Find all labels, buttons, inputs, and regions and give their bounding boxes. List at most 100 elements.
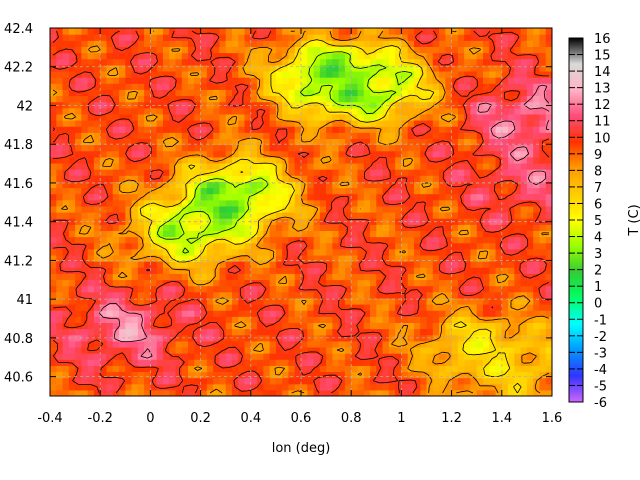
heat-cell xyxy=(439,89,446,97)
heat-cell xyxy=(376,144,384,152)
heat-cell xyxy=(150,297,158,305)
heat-cell xyxy=(206,169,214,176)
heat-cell xyxy=(75,132,82,139)
heat-cell xyxy=(382,212,390,219)
heat-cell xyxy=(150,346,158,354)
heat-cell xyxy=(244,328,252,336)
heat-cell xyxy=(545,138,552,146)
heat-cell xyxy=(106,254,114,262)
heat-cell xyxy=(363,267,371,274)
heat-cell xyxy=(238,89,246,97)
heat-cell xyxy=(213,187,221,195)
heat-cell xyxy=(489,322,497,330)
heat-cell xyxy=(526,254,534,262)
heat-cell xyxy=(539,199,547,207)
heat-cell xyxy=(263,353,271,360)
heat-cell xyxy=(244,40,252,47)
heat-cell xyxy=(263,64,271,72)
heat-cell xyxy=(401,138,409,146)
heat-cell xyxy=(75,297,82,305)
heat-cell xyxy=(451,328,459,336)
heat-cell xyxy=(219,230,227,238)
heat-cell xyxy=(545,365,552,373)
heat-cell xyxy=(162,261,170,268)
heat-cell xyxy=(106,120,114,127)
heat-cell xyxy=(457,101,465,109)
heat-cell xyxy=(363,40,371,47)
heat-cell xyxy=(175,389,183,396)
heat-cell xyxy=(533,156,541,164)
heat-cell xyxy=(81,371,89,379)
heat-cell xyxy=(175,89,183,97)
heat-cell xyxy=(451,95,459,103)
heat-cell xyxy=(476,107,484,115)
heat-cell xyxy=(282,261,290,268)
heat-cell xyxy=(370,230,377,238)
heat-cell xyxy=(225,359,233,366)
heat-cell xyxy=(68,175,76,182)
heat-cell xyxy=(156,322,164,330)
heat-cell xyxy=(231,89,239,97)
heat-cell xyxy=(351,107,359,115)
heat-cell xyxy=(338,144,346,152)
heat-cell xyxy=(125,34,133,41)
heat-cell xyxy=(62,261,70,268)
heat-cell xyxy=(426,193,434,201)
heat-cell xyxy=(282,28,290,35)
heat-cell xyxy=(351,322,359,330)
heat-cell xyxy=(451,304,459,311)
heat-cell xyxy=(106,353,114,360)
heat-cell xyxy=(307,279,315,287)
heat-cell xyxy=(250,46,258,54)
heat-cell xyxy=(119,310,126,317)
heat-cell xyxy=(119,224,126,231)
heat-cell xyxy=(169,322,177,330)
heat-cell xyxy=(150,193,158,201)
heat-cell xyxy=(131,144,139,152)
heat-cell xyxy=(269,205,277,213)
heat-cell xyxy=(81,52,89,60)
heat-cell xyxy=(489,46,497,54)
heat-cell xyxy=(225,377,233,385)
heat-cell xyxy=(514,205,522,213)
heat-cell xyxy=(206,77,214,84)
heat-cell xyxy=(150,371,158,379)
heat-cell xyxy=(269,181,277,189)
heat-cell xyxy=(445,359,453,366)
heat-cell xyxy=(87,291,95,299)
heat-cell xyxy=(137,297,145,305)
heat-cell xyxy=(413,389,421,396)
heat-cell xyxy=(313,181,321,189)
heat-cell xyxy=(263,205,271,213)
heat-cell xyxy=(426,101,434,109)
heat-cell xyxy=(363,205,371,213)
heat-cell xyxy=(344,40,352,47)
heat-cell xyxy=(464,199,472,207)
heat-cell xyxy=(112,120,120,127)
heat-cell xyxy=(338,162,346,170)
heat-cell xyxy=(501,377,509,385)
heat-cell xyxy=(533,297,541,305)
heat-cell xyxy=(75,383,82,391)
heat-cell xyxy=(144,52,151,60)
heat-cell xyxy=(420,107,428,115)
heat-cell xyxy=(156,144,164,152)
heat-cell xyxy=(457,297,465,305)
heat-cell xyxy=(257,254,264,262)
heat-cell xyxy=(181,389,189,396)
heat-cell xyxy=(344,353,352,360)
heat-cell xyxy=(263,83,271,90)
heat-cell xyxy=(407,187,415,195)
heat-cell xyxy=(263,291,271,299)
heat-cell xyxy=(395,132,402,139)
heat-cell xyxy=(50,297,57,305)
heat-cell xyxy=(526,224,534,231)
heat-cell xyxy=(445,389,453,396)
heat-cell xyxy=(370,132,377,139)
heat-cell xyxy=(188,316,195,323)
heat-cell xyxy=(175,267,183,274)
heat-cell xyxy=(313,138,321,146)
heat-cell xyxy=(395,58,402,66)
heat-cell xyxy=(75,46,82,54)
heat-cell xyxy=(244,52,252,60)
